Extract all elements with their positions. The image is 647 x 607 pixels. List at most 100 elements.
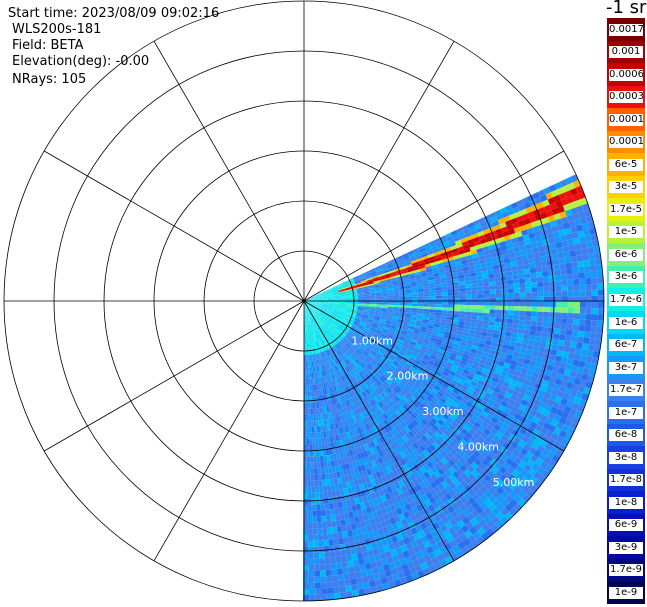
heatmap-cell [346,443,352,451]
heatmap-cell [382,354,389,360]
heatmap-cell [376,352,383,358]
heatmap-cell [413,347,420,353]
heatmap-cell [570,255,578,263]
heatmap-cell [342,567,350,575]
heatmap-cell [314,307,320,311]
heatmap-cell [499,326,507,332]
heatmap-cell [428,319,435,324]
heatmap-cell [403,365,411,372]
heatmap-cell [493,412,502,420]
heatmap-cell [465,294,472,299]
heatmap-cell [398,513,406,521]
heatmap-cell [531,296,538,302]
heatmap-cell [402,463,410,471]
heatmap-cell [322,382,327,389]
heatmap-cell [471,301,478,306]
heatmap-cell [385,337,392,343]
heatmap-cell [484,340,492,346]
heatmap-cell [435,341,442,346]
heatmap-cell [489,345,497,351]
heatmap-cell [387,543,396,551]
heatmap-cell [399,294,406,298]
heatmap-cell [549,202,558,210]
heatmap-cell [535,394,544,402]
heatmap-cell [463,247,471,254]
heatmap-cell [354,484,361,492]
heatmap-cell [395,494,403,503]
heatmap-cell [492,401,501,409]
heatmap-cell [368,407,375,415]
heatmap-cell [344,290,351,293]
heatmap-cell [441,292,448,296]
heatmap-cell [337,477,343,484]
heatmap-cell [320,389,324,396]
heatmap-cell [387,385,394,392]
heatmap-cell [307,336,310,343]
heatmap-cell [339,513,345,521]
heatmap-cell [337,312,344,316]
heatmap-cell [574,347,582,355]
heatmap-cell [306,306,310,312]
heatmap-cell [330,354,335,361]
heatmap-cell [515,381,524,388]
heatmap-cell [447,301,454,305]
heatmap-cell [544,442,553,452]
heatmap-cell [440,432,448,441]
heatmap-cell [371,453,378,461]
heatmap-cell [309,330,312,337]
heatmap-cell [466,339,474,345]
heatmap-cell [429,427,437,435]
heatmap-cell [488,420,497,428]
heatmap-cell [313,414,317,421]
heatmap-cell [522,234,530,241]
heatmap-cell [312,438,316,445]
heatmap-cell [536,356,544,364]
heatmap-cell [483,506,492,516]
heatmap-cell [334,465,340,473]
heatmap-cell [309,336,311,343]
heatmap-cell [321,301,328,303]
heatmap-cell [451,349,458,355]
heatmap-cell [374,578,383,587]
heatmap-cell [309,342,312,349]
heatmap-cell [358,274,365,278]
heatmap-cell [333,416,338,424]
heatmap-cell [321,364,325,371]
heatmap-cell [325,310,332,314]
heatmap-cell [320,332,325,339]
heatmap-cell [306,306,309,313]
heatmap-cell [423,242,431,248]
heatmap-cell [321,301,328,303]
heatmap-cell [410,387,417,394]
heatmap-cell [555,296,562,302]
heatmap-cell [362,469,369,477]
heatmap-cell [452,251,460,257]
heatmap-cell [351,296,358,299]
heatmap-cell [505,266,512,272]
heatmap-cell [307,324,310,331]
heatmap-cell [585,307,592,315]
heatmap-cell [311,504,317,511]
heatmap-cell [375,559,383,568]
heatmap-cell [308,305,313,310]
heatmap-cell [519,427,527,436]
heatmap-cell [321,305,328,308]
heatmap-cell [370,542,378,550]
heatmap-cell [383,480,391,488]
heatmap-cell [516,235,524,243]
heatmap-cell [431,387,439,394]
heatmap-cell [356,287,363,290]
heatmap-cell [306,312,308,319]
heatmap-cell [573,290,580,297]
heatmap-cell [336,440,341,448]
heatmap-cell [448,259,456,265]
heatmap-cell [487,328,494,334]
heatmap-cell [580,348,588,356]
heatmap-cell [306,318,309,325]
heatmap-cell [349,417,355,424]
heatmap-cell [331,353,336,360]
heatmap-cell [419,267,427,272]
heatmap-cell [441,313,448,317]
heatmap-cell [410,366,417,373]
heatmap-cell [329,347,334,354]
